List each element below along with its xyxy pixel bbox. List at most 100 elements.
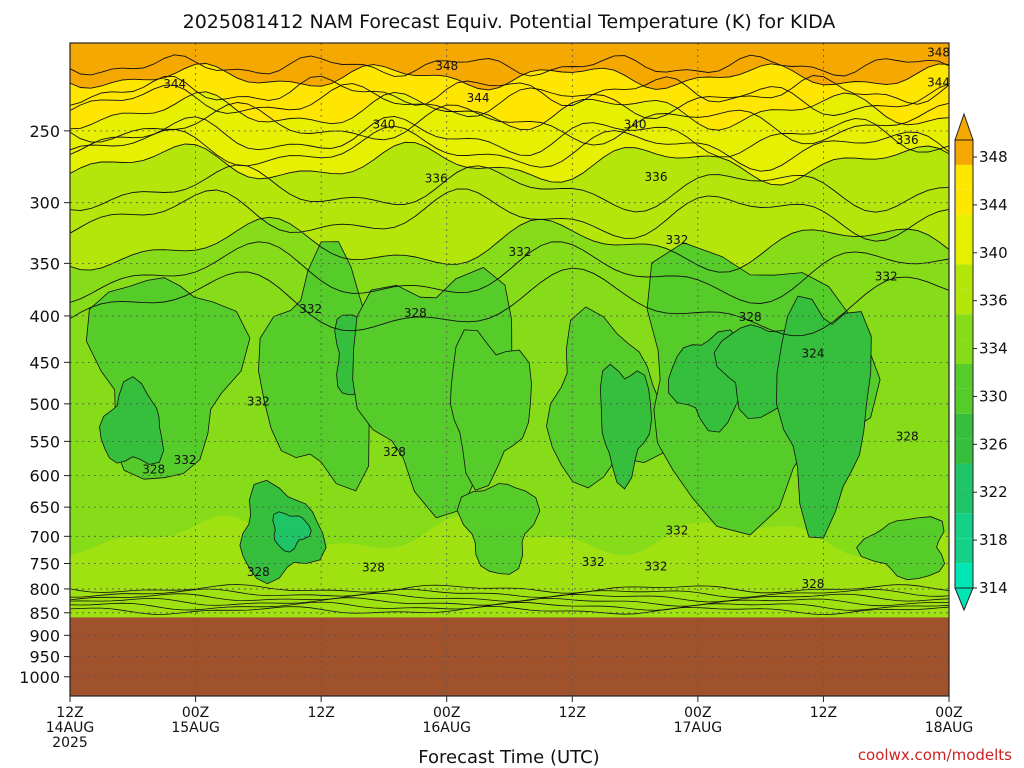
contour-label: 328 bbox=[802, 577, 825, 591]
colorbar-label: 336 bbox=[979, 292, 1008, 310]
y-tick-label: 550 bbox=[29, 432, 60, 451]
x-tick-label: 2025 bbox=[52, 735, 88, 751]
colorbar-cell bbox=[955, 438, 973, 464]
colorbar-legend: 348 344 340 336 334 330 326 322 318 314 bbox=[954, 112, 1008, 612]
moist-pocket-1 bbox=[99, 376, 165, 465]
y-tick-label: 850 bbox=[29, 604, 60, 623]
contour-label: 336 bbox=[896, 133, 919, 147]
x-tick-label: 00Z bbox=[182, 705, 209, 721]
x-tick-label: 00Z bbox=[684, 705, 711, 721]
contour-lines bbox=[70, 54, 949, 616]
contour-line-7 bbox=[70, 125, 949, 172]
moist-pocket-13 bbox=[272, 511, 312, 553]
colorbar-label: 326 bbox=[979, 435, 1008, 453]
x-tick-label: 00Z bbox=[935, 705, 962, 721]
contour-label: 340 bbox=[372, 118, 395, 132]
contour-label: 336 bbox=[425, 171, 448, 185]
contour-line-9 bbox=[70, 164, 949, 213]
contour-label: 328 bbox=[896, 429, 919, 443]
theta-e-band-3 bbox=[70, 142, 949, 273]
contour-label: 324 bbox=[802, 346, 825, 360]
theta-e-band-0 bbox=[70, 43, 949, 90]
contour-line-6 bbox=[70, 115, 949, 158]
y-tick-label: 900 bbox=[29, 626, 60, 645]
contour-low-0 bbox=[70, 584, 949, 594]
x-tick-label: 16AUG bbox=[422, 720, 471, 736]
contour-line-10 bbox=[70, 188, 949, 242]
colorbar-cell bbox=[955, 264, 973, 290]
contour-line-13 bbox=[70, 267, 949, 337]
colorbar-cell bbox=[955, 289, 973, 315]
moist-pocket-5 bbox=[449, 329, 532, 491]
y-tick-label: 950 bbox=[29, 648, 60, 667]
y-tick-label: 250 bbox=[29, 122, 60, 141]
contour-label: 332 bbox=[174, 453, 197, 467]
y-tick-label: 400 bbox=[29, 307, 60, 326]
contour-label: 348 bbox=[435, 59, 458, 73]
x-tick-label: 14AUG bbox=[46, 720, 95, 736]
contour-line-1 bbox=[70, 63, 949, 91]
y-tick-label: 750 bbox=[29, 554, 60, 573]
contour-low-4 bbox=[70, 601, 949, 611]
moist-pocket-15 bbox=[856, 516, 946, 581]
y-tick-label: 500 bbox=[29, 395, 60, 414]
contour-label: 332 bbox=[665, 524, 688, 538]
contour-label: 332 bbox=[875, 270, 898, 284]
colorbar-label: 330 bbox=[979, 387, 1008, 405]
contour-low-1 bbox=[70, 588, 949, 598]
colorbar-cell bbox=[955, 364, 973, 389]
plot-frame bbox=[69, 42, 950, 697]
colorbar-cell bbox=[955, 239, 973, 265]
contour-label: 332 bbox=[509, 245, 532, 259]
colorbar-cell bbox=[955, 513, 973, 539]
contour-line-12 bbox=[70, 241, 949, 304]
moist-pocket-14 bbox=[456, 483, 541, 575]
contour-low-2 bbox=[70, 593, 949, 603]
moist-pockets bbox=[85, 241, 946, 585]
contour-label: 332 bbox=[665, 233, 688, 247]
moist-pocket-7 bbox=[599, 363, 653, 490]
theta-e-band-1 bbox=[70, 63, 949, 131]
y-tick-label: 300 bbox=[29, 194, 60, 213]
y-tick-label: 700 bbox=[29, 527, 60, 546]
colorbar-cell bbox=[955, 189, 973, 215]
colorbar-cell bbox=[955, 488, 973, 514]
y-tick-label: 600 bbox=[29, 467, 60, 486]
x-tick-label: 12Z bbox=[559, 705, 586, 721]
x-tick-label: 17AUG bbox=[674, 720, 723, 736]
contour-label: 328 bbox=[739, 310, 762, 324]
x-tick-label: 12Z bbox=[810, 705, 837, 721]
contour-label: 328 bbox=[362, 561, 385, 575]
plot-area: 348 348 344 344 344 340 340 336 336 336 332 332 332 3… bbox=[70, 43, 950, 696]
contour-label: 344 bbox=[927, 75, 950, 89]
colorbar-cell bbox=[955, 563, 973, 588]
contour-label: 328 bbox=[247, 565, 270, 579]
contour-label: 332 bbox=[299, 302, 322, 316]
colorbar-label: 344 bbox=[979, 196, 1008, 214]
colorbar-cell bbox=[955, 214, 973, 240]
contour-label: 340 bbox=[624, 118, 647, 132]
contour-label: 328 bbox=[142, 463, 165, 477]
x-tick-label: 18AUG bbox=[925, 720, 974, 736]
colorbar-cell bbox=[955, 314, 973, 340]
contour-label: 332 bbox=[582, 555, 605, 569]
colorbar-label: 334 bbox=[979, 340, 1008, 358]
colorbar-cell bbox=[955, 463, 973, 489]
colorbar-cell bbox=[955, 339, 973, 364]
contour-label: 332 bbox=[247, 394, 270, 408]
y-axis: 250 300 350 400 450 500 550 600 650 700 750 800 850 9… bbox=[19, 122, 70, 687]
colorbar-cell bbox=[955, 164, 973, 190]
credit-text: coolwx.com/modelts bbox=[858, 746, 1012, 764]
chart-title: 2025081412 NAM Forecast Equiv. Potential… bbox=[183, 11, 836, 33]
contour-label: 344 bbox=[163, 77, 186, 91]
colorbar-label: 314 bbox=[979, 579, 1008, 597]
contour-label: 328 bbox=[404, 306, 427, 320]
y-tick-label: 650 bbox=[29, 498, 60, 517]
theta-e-band-2 bbox=[70, 91, 949, 185]
x-tick-label: 12Z bbox=[56, 705, 83, 721]
colorbar-label: 340 bbox=[979, 244, 1008, 262]
contour-line-2 bbox=[70, 75, 949, 106]
contour-label: 336 bbox=[645, 170, 668, 184]
colorbar-cell bbox=[955, 388, 973, 414]
